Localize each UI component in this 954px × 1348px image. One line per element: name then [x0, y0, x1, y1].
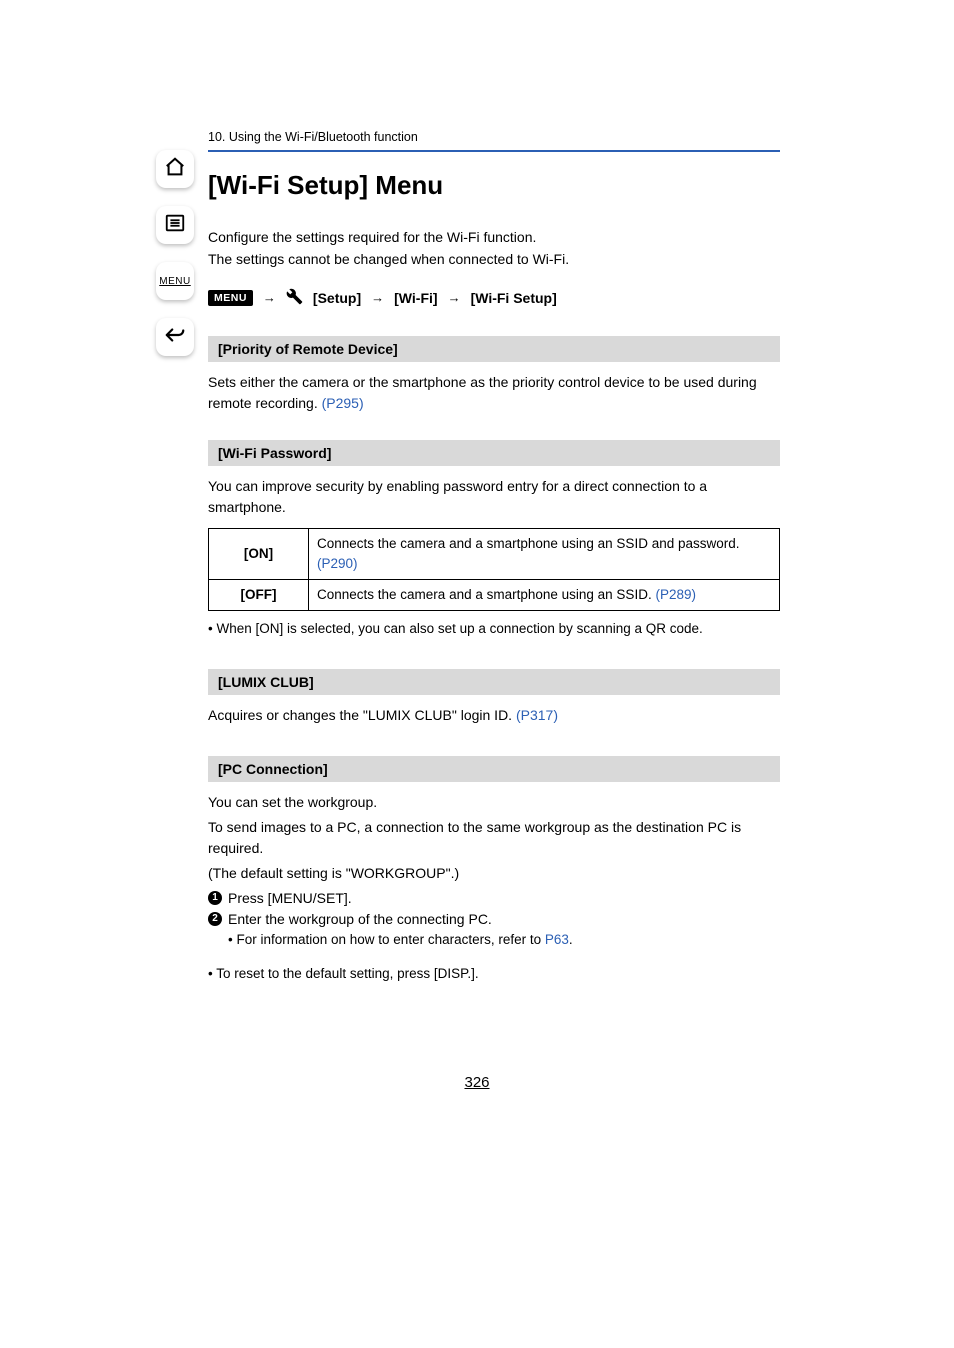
arrow-icon: →: [448, 290, 461, 305]
option-label-off: [OFF]: [209, 580, 309, 611]
link-p317[interactable]: (P317): [516, 707, 558, 723]
section-header-priority: [Priority of Remote Device]: [208, 336, 780, 362]
nav-back-button[interactable]: [156, 318, 194, 356]
menu-path-item: [Setup]: [313, 290, 361, 306]
step-1: 1 Press [MENU/SET].: [208, 888, 780, 909]
pc-line-1: You can set the workgroup.: [208, 792, 780, 813]
page-number[interactable]: 326: [0, 1074, 954, 1091]
priority-body: Sets either the camera or the smartphone…: [208, 372, 780, 414]
intro-line-1: Configure the settings required for the …: [208, 227, 780, 247]
section-header-pc-connection: [PC Connection]: [208, 756, 780, 782]
intro-line-2: The settings cannot be changed when conn…: [208, 249, 780, 269]
lumix-body-text: Acquires or changes the "LUMIX CLUB" log…: [208, 707, 516, 723]
nav-home-button[interactable]: [156, 150, 194, 188]
link-p290[interactable]: (P290): [317, 556, 358, 571]
section-header-wifi-password: [Wi-Fi Password]: [208, 440, 780, 466]
pc-reset-note: • To reset to the default setting, press…: [208, 964, 780, 984]
option-desc-text: Connects the camera and a smartphone usi…: [317, 536, 740, 551]
step-1-text: Press [MENU/SET].: [228, 888, 352, 909]
menu-path-item: [Wi-Fi]: [394, 290, 437, 306]
back-arrow-icon: [164, 324, 186, 351]
wifi-password-note: • When [ON] is selected, you can also se…: [208, 619, 780, 639]
link-p295[interactable]: (P295): [322, 395, 364, 411]
option-desc-text: Connects the camera and a smartphone usi…: [317, 587, 655, 602]
option-label-on: [ON]: [209, 528, 309, 580]
table-row: [ON] Connects the camera and a smartphon…: [209, 528, 780, 580]
pc-line-3: (The default setting is "WORKGROUP".): [208, 863, 780, 884]
menu-badge: MENU: [208, 290, 253, 306]
section-header-lumix: [LUMIX CLUB]: [208, 669, 780, 695]
substep-post: .: [569, 932, 573, 947]
menu-path-item: [Wi-Fi Setup]: [471, 290, 557, 306]
arrow-icon: →: [371, 290, 384, 305]
step-number-icon: 2: [208, 912, 222, 926]
wifi-password-body: You can improve security by enabling pas…: [208, 476, 780, 518]
option-desc-on: Connects the camera and a smartphone usi…: [309, 528, 780, 580]
option-desc-off: Connects the camera and a smartphone usi…: [309, 580, 780, 611]
wifi-password-table: [ON] Connects the camera and a smartphon…: [208, 528, 780, 612]
substep-pre: • For information on how to enter charac…: [228, 932, 545, 947]
wrench-icon: [286, 288, 303, 308]
nav-contents-button[interactable]: [156, 206, 194, 244]
nav-menu-button[interactable]: MENU: [156, 262, 194, 300]
home-icon: [164, 156, 186, 183]
table-row: [OFF] Connects the camera and a smartpho…: [209, 580, 780, 611]
arrow-icon: →: [263, 290, 276, 305]
priority-body-text: Sets either the camera or the smartphone…: [208, 374, 757, 411]
menu-text-icon: MENU: [159, 276, 190, 287]
step-number-icon: 1: [208, 891, 222, 905]
link-p289[interactable]: (P289): [655, 587, 696, 602]
page-title: [Wi-Fi Setup] Menu: [208, 170, 780, 201]
lumix-body: Acquires or changes the "LUMIX CLUB" log…: [208, 705, 780, 726]
menu-path: MENU → [Setup] → [Wi-Fi] → [Wi-Fi Setup]: [208, 288, 780, 308]
chapter-label: 10. Using the Wi-Fi/Bluetooth function: [208, 130, 780, 152]
link-p63[interactable]: P63: [545, 932, 569, 947]
step-2: 2 Enter the workgroup of the connecting …: [208, 909, 780, 930]
step-2-text: Enter the workgroup of the connecting PC…: [228, 909, 492, 930]
side-nav: MENU: [150, 150, 200, 356]
substep: • For information on how to enter charac…: [208, 930, 780, 950]
pc-line-2: To send images to a PC, a connection to …: [208, 817, 780, 859]
list-icon: [164, 212, 186, 239]
